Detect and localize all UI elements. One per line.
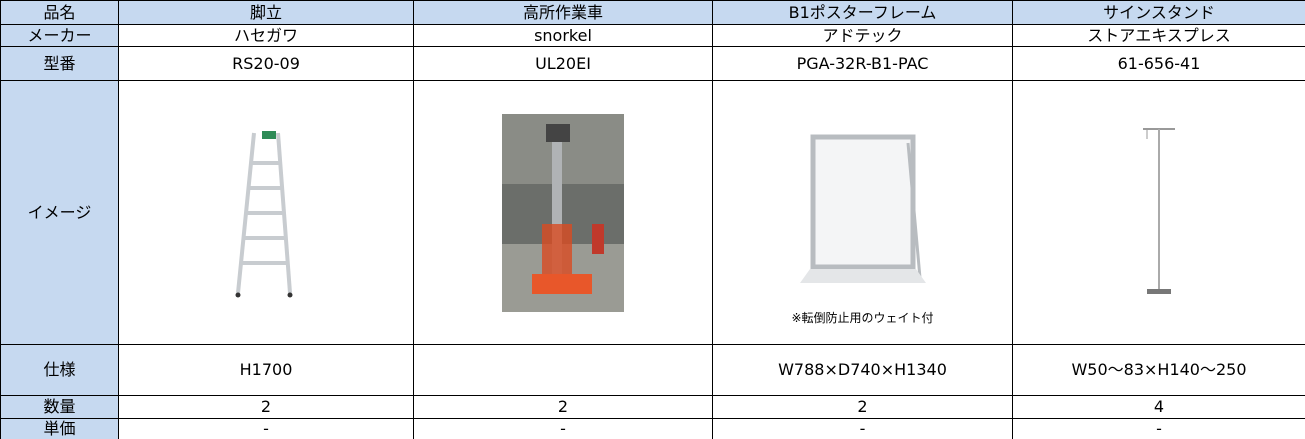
header-cell: サインスタンド <box>1012 0 1305 25</box>
header-cell: 脚立 <box>118 0 414 25</box>
stand-image <box>1143 127 1175 294</box>
cell: ストアエキスプレス <box>1012 24 1305 47</box>
image-cell <box>413 80 713 345</box>
ladder-image <box>235 130 293 297</box>
cell <box>413 344 713 396</box>
cell: PGA-32R-B1-PAC <box>712 46 1013 81</box>
header-cell: 品名 <box>0 0 119 25</box>
cell: 2 <box>712 395 1013 419</box>
cell: UL20EI <box>413 46 713 81</box>
image-note: ※転倒防止用のウェイト付 <box>791 311 934 325</box>
cell: - <box>712 418 1013 439</box>
row-label: イメージ <box>0 80 119 345</box>
cell: W50～83×H140～250 <box>1012 344 1305 396</box>
header-cell: B1ポスターフレーム <box>712 0 1013 25</box>
header-cell: 高所作業車 <box>413 0 713 25</box>
row: 仕様 H1700 W788×D740×H1340 W50～83×H140～250 <box>0 344 1305 396</box>
row-label: 型番 <box>0 46 119 81</box>
cell: - <box>413 418 713 439</box>
cell: ハセガワ <box>118 24 414 47</box>
cell: W788×D740×H1340 <box>712 344 1013 396</box>
cell: - <box>1012 418 1305 439</box>
cell: 61-656-41 <box>1012 46 1305 81</box>
cell: RS20-09 <box>118 46 414 81</box>
cell: snorkel <box>413 24 713 47</box>
row: メーカー ハセガワ snorkel アドテック ストアエキスプレス <box>0 24 1305 47</box>
cell: H1700 <box>118 344 414 396</box>
row: 型番 RS20-09 UL20EI PGA-32R-B1-PAC 61-656-… <box>0 46 1305 81</box>
row-label: メーカー <box>0 24 119 47</box>
lift-image <box>502 113 624 312</box>
image-cell <box>118 80 414 345</box>
image-row: イメージ ※転倒防止 <box>0 80 1305 345</box>
row-label: 仕様 <box>0 344 119 396</box>
header-row: 品名 脚立 高所作業車 B1ポスターフレーム サインスタンド <box>0 0 1305 25</box>
cell: - <box>118 418 414 439</box>
image-cell: ※転倒防止用のウェイト付 <box>712 80 1013 345</box>
row-label: 単価 <box>0 418 119 439</box>
row-label: 数量 <box>0 395 119 419</box>
cell: 4 <box>1012 395 1305 419</box>
cell: アドテック <box>712 24 1013 47</box>
row: 数量 2 2 2 4 <box>0 395 1305 419</box>
cell: 2 <box>118 395 414 419</box>
row: 単価 - - - - <box>0 418 1305 439</box>
frame-image <box>799 134 926 283</box>
cell: 2 <box>413 395 713 419</box>
image-cell <box>1012 80 1305 345</box>
